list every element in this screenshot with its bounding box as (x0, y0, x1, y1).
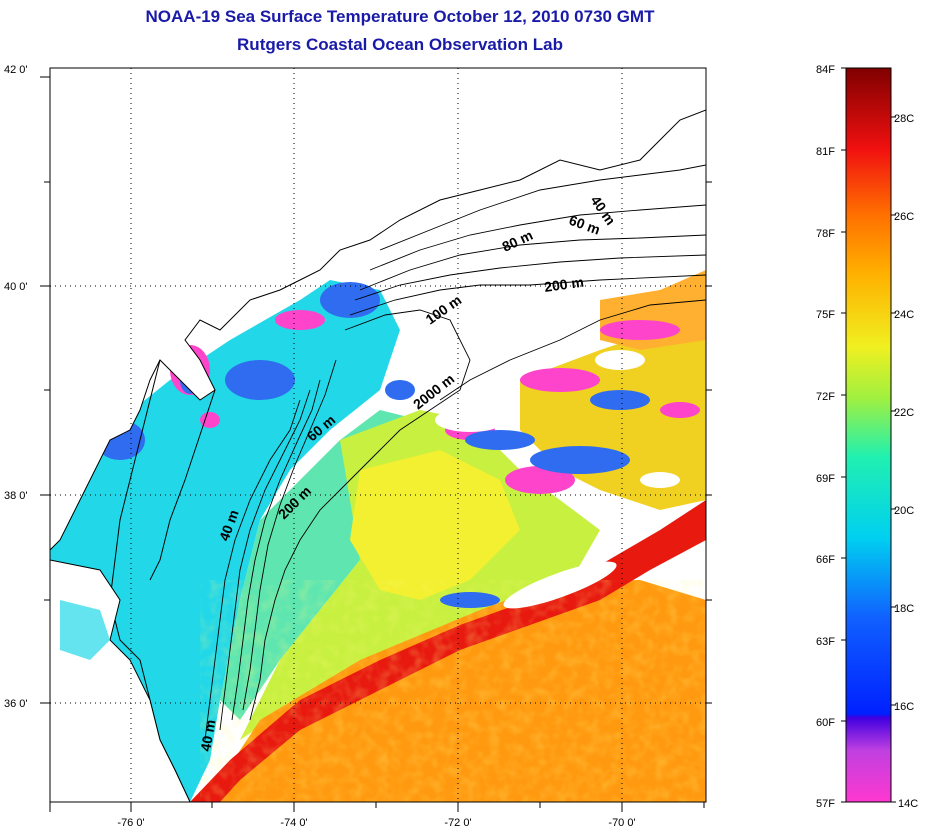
cbar-label-66f: 66F (816, 554, 835, 566)
cbar-label-81f: 81F (816, 146, 835, 158)
cbar-label-72f: 72F (816, 391, 835, 403)
cloud-gaps (435, 350, 680, 609)
cbar-label-63f: 63F (816, 636, 835, 648)
lat-label-40: 40 0' (4, 281, 28, 293)
cbar-label-20c: 20C (894, 505, 914, 517)
yellow-water (350, 450, 520, 600)
cbar-label-84f: 84F (816, 64, 835, 76)
lat-label-36: 36 0' (4, 698, 28, 710)
lat-label-42: 42 0' (4, 64, 28, 76)
cbar-label-26c: 26C (894, 211, 914, 223)
southern-land-inner (60, 600, 110, 660)
map-title: NOAA-19 Sea Surface Temperature October … (145, 7, 655, 26)
frame-ticks (40, 68, 712, 812)
lat-label-38: 38 0' (4, 490, 28, 502)
contour-label-40m-south: 40 m (197, 718, 218, 752)
lon-label-72: -72 0' (444, 817, 471, 829)
cbar-label-14c: 14C (898, 798, 918, 810)
bathymetry-contours (204, 164, 706, 741)
lon-label-70: -70 0' (608, 817, 635, 829)
cbar-label-24c: 24C (894, 309, 914, 321)
cbar-label-18c: 18C (894, 603, 914, 615)
lon-label-74: -74 0' (280, 817, 307, 829)
cbar-label-57f: 57F (816, 798, 835, 810)
land (50, 68, 706, 551)
cbar-label-60f: 60F (816, 717, 835, 729)
colorbar-ticks (841, 67, 896, 803)
cbar-label-78f: 78F (816, 228, 835, 240)
cbar-label-28c: 28C (894, 113, 914, 125)
lon-label-76: -76 0' (117, 817, 144, 829)
cbar-label-69f: 69F (816, 473, 835, 485)
cbar-label-75f: 75F (816, 309, 835, 321)
contour-label-200m-north: 200 m (543, 274, 585, 295)
delmarva-coast (149, 389, 216, 581)
map-subtitle: Rutgers Coastal Ocean Observation Lab (237, 35, 563, 54)
cbar-label-22c: 22C (894, 407, 914, 419)
map-area (50, 68, 706, 802)
colorbar (845, 67, 892, 803)
cbar-label-16c: 16C (894, 701, 914, 713)
